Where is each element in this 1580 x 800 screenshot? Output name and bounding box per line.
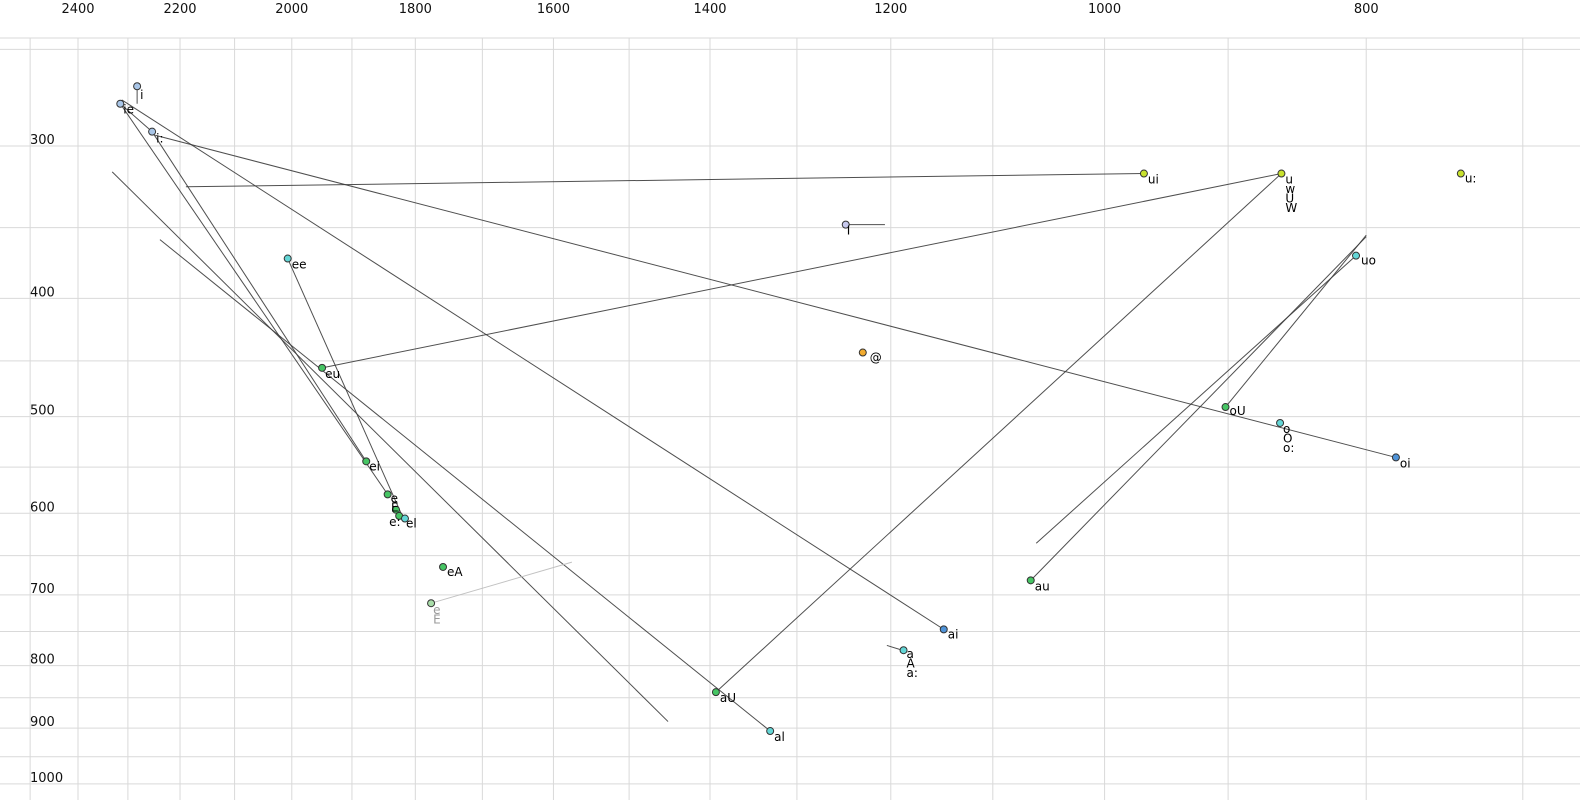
x-axis-tick-label: 2000 bbox=[275, 2, 308, 17]
vowel-label-al: al bbox=[774, 730, 785, 744]
vowel-label-a: a: bbox=[907, 666, 918, 680]
ai-trajectory bbox=[121, 99, 945, 630]
x-axis-tick-label: 800 bbox=[1354, 2, 1379, 17]
vowel-label-e: e: bbox=[389, 515, 400, 529]
x-axis-tick-label: 1600 bbox=[537, 2, 570, 17]
vowel-label-eu: eu bbox=[325, 367, 340, 381]
vowel-point-eA[interactable] bbox=[439, 562, 448, 571]
au-trajectory bbox=[1030, 236, 1367, 581]
x-axis-tick-label: 2200 bbox=[163, 2, 196, 17]
aU-trajectory bbox=[715, 173, 1282, 693]
vowel-label-ie: ie bbox=[123, 103, 134, 117]
vowel-label-a: a bbox=[907, 647, 914, 661]
vowel-point-eu[interactable] bbox=[318, 363, 327, 372]
vowel-point-e[interactable] bbox=[383, 490, 392, 499]
vowel-label-u: u bbox=[1285, 173, 1293, 187]
y-axis-tick-label: 900 bbox=[30, 715, 55, 730]
vowel-label-e: E bbox=[433, 613, 441, 627]
vowel-point-ai[interactable] bbox=[939, 625, 948, 634]
vowel-label-ai: ai bbox=[948, 627, 959, 641]
vowel-label-aU: aU bbox=[720, 691, 736, 705]
y-axis-tick-label: 800 bbox=[30, 653, 55, 668]
trajectory-lines bbox=[111, 86, 1397, 732]
vowel-point-E[interactable] bbox=[391, 505, 400, 514]
x-axis-tick-label: 1800 bbox=[399, 2, 432, 17]
vowel-label-e: e bbox=[433, 603, 440, 617]
vowel-point-au[interactable] bbox=[1026, 576, 1035, 585]
oU-trajectory bbox=[1225, 234, 1367, 408]
y-axis-tick-label: 500 bbox=[30, 404, 55, 419]
x-axis-tick-label: 2400 bbox=[61, 2, 94, 17]
eA-trajectory bbox=[430, 561, 573, 604]
vowel-point-u[interactable] bbox=[1456, 169, 1465, 178]
vowel-label-a: A bbox=[907, 657, 916, 671]
vowel-point-aU[interactable] bbox=[711, 688, 720, 697]
vowel-point-ui[interactable] bbox=[1139, 169, 1148, 178]
vowel-label-eA: eA bbox=[447, 565, 463, 579]
y-axis-tick-label: 400 bbox=[30, 285, 55, 300]
vowel-point-ee[interactable] bbox=[283, 254, 292, 263]
al-trajectory bbox=[159, 239, 771, 732]
vowel-label-E: E bbox=[391, 501, 399, 515]
vowel-point-i[interactable] bbox=[133, 82, 142, 91]
vowel-label-u: W bbox=[1285, 201, 1297, 215]
vowel-point-al[interactable] bbox=[766, 727, 775, 736]
vowel-label-el: el bbox=[406, 517, 417, 531]
ie-trajectory bbox=[119, 103, 389, 495]
vowel-point-u[interactable] bbox=[1277, 169, 1286, 178]
x-axis-tick-label: 1000 bbox=[1088, 2, 1121, 17]
vowel-label-e: e bbox=[391, 491, 398, 505]
vowel-point-a[interactable] bbox=[899, 646, 908, 655]
axis-tick-labels: 2400 2200 2000 1800 1600 1400 1200 1000 800 300 40… bbox=[30, 2, 1379, 786]
vowel-point-oU[interactable] bbox=[1221, 403, 1230, 412]
vowel-label-u: w bbox=[1285, 182, 1295, 196]
y-axis-tick-label: 600 bbox=[30, 500, 55, 515]
vowel-label-ei: ei bbox=[369, 459, 380, 473]
vowel-point-I[interactable] bbox=[841, 220, 850, 229]
x-axis-tick-label: 1400 bbox=[693, 2, 726, 17]
vowel-label-@: @ bbox=[870, 351, 882, 365]
vowel-point-e[interactable] bbox=[427, 599, 436, 608]
vowel-label-o: O bbox=[1283, 431, 1292, 445]
y-axis-tick-label: 300 bbox=[30, 133, 55, 148]
y-axis-tick-label: 1000 bbox=[30, 771, 63, 786]
vowel-label-o: o: bbox=[1283, 441, 1294, 455]
vowel-point-el[interactable] bbox=[400, 514, 409, 523]
vowel-label-o: o bbox=[1283, 422, 1290, 436]
uo-trajectory bbox=[1035, 255, 1357, 544]
vowel-point-o[interactable] bbox=[1276, 418, 1285, 427]
vowel-label-i: i: bbox=[156, 132, 163, 146]
ie-i-link bbox=[119, 103, 153, 133]
vowel-label-ee: ee bbox=[292, 258, 307, 272]
gridlines bbox=[0, 37, 1580, 800]
y-axis-tick-label: 700 bbox=[30, 582, 55, 597]
vowel-point-ie[interactable] bbox=[116, 99, 125, 108]
vowel-point-ei[interactable] bbox=[362, 457, 371, 466]
vowel-point-@[interactable] bbox=[858, 348, 867, 357]
vowel-label-u: u: bbox=[1465, 172, 1477, 186]
vowel-label-oU: oU bbox=[1230, 404, 1246, 418]
vowel-label-au: au bbox=[1035, 579, 1050, 593]
ei-trajectory bbox=[151, 131, 367, 462]
vowel-point-uo[interactable] bbox=[1352, 251, 1361, 260]
vowel-point-i[interactable] bbox=[148, 127, 157, 136]
vowel-point-oi[interactable] bbox=[1391, 453, 1400, 462]
oi-trajectory bbox=[155, 134, 1397, 458]
vowel-label-uo: uo bbox=[1361, 254, 1376, 268]
vowel-label-oi: oi bbox=[1400, 456, 1411, 470]
eu-trajectory bbox=[321, 173, 1282, 369]
vowel-label-I: I bbox=[847, 224, 851, 238]
vowel-label-u: U bbox=[1285, 192, 1294, 206]
vowel-label-ui: ui bbox=[1148, 173, 1159, 187]
ee-trajectory bbox=[287, 258, 404, 518]
long-trajectory bbox=[111, 171, 669, 722]
vowel-label-i: i bbox=[140, 88, 143, 102]
x-axis-tick-label: 1200 bbox=[874, 2, 907, 17]
